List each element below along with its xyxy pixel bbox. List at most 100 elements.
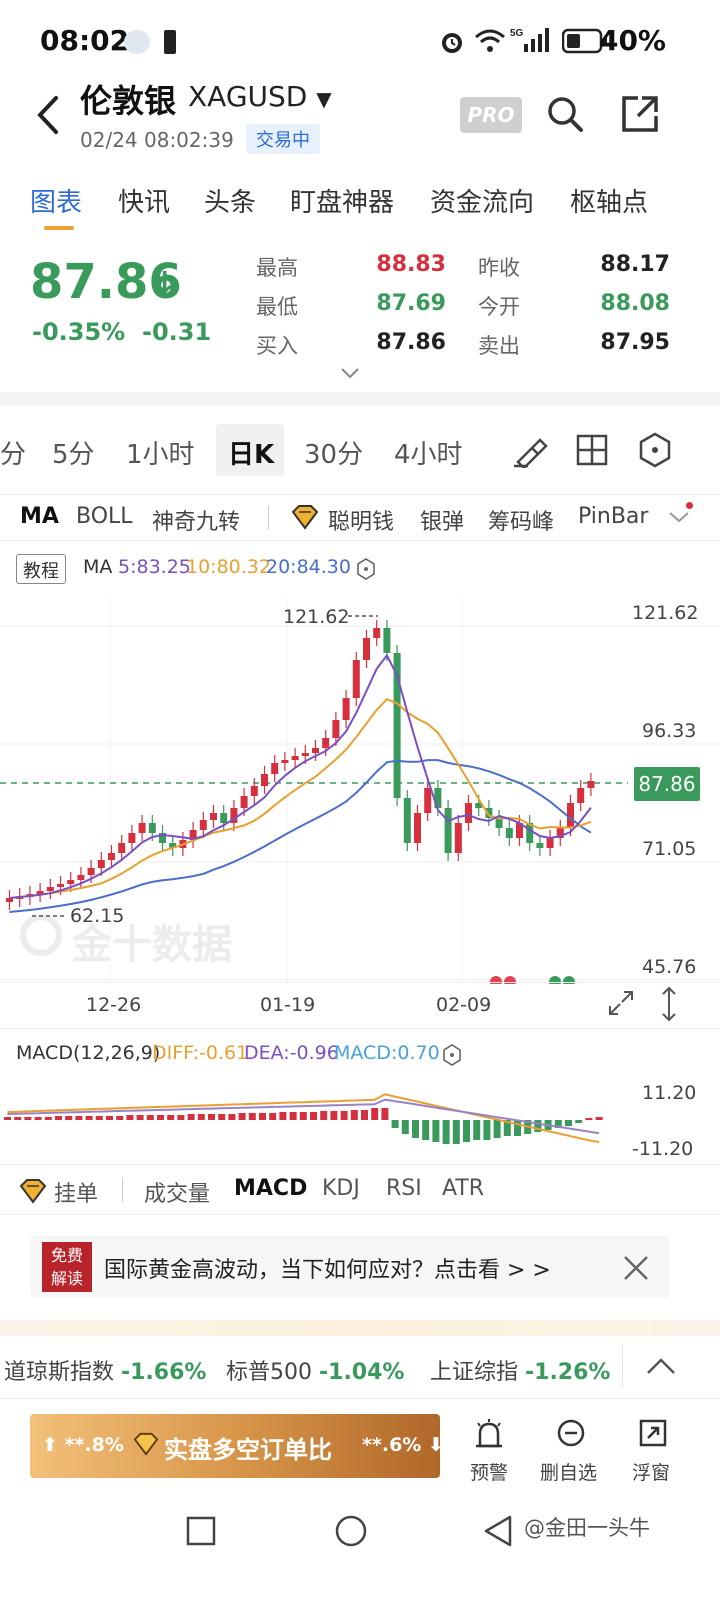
macd-bar	[228, 1114, 236, 1120]
indicator-silver-bullet[interactable]: 银弹	[420, 510, 465, 535]
indicator-magic-nine[interactable]: 神奇九转	[152, 510, 241, 535]
period-4hour[interactable]: 4小时	[394, 440, 463, 470]
pro-button[interactable]: PRO	[460, 97, 522, 133]
macd-bar	[146, 1115, 154, 1120]
tab-atr[interactable]: ATR	[442, 1176, 485, 1201]
draw-tool-icon[interactable]	[512, 432, 548, 468]
notification-dot	[686, 502, 693, 509]
expand-chevron-icon[interactable]	[340, 366, 360, 380]
tab-capital-flow[interactable]: 资金流向	[430, 188, 535, 218]
macd-bar	[44, 1117, 52, 1120]
macd-bar	[218, 1114, 226, 1120]
chevron-up-icon[interactable]	[646, 1356, 676, 1376]
macd-bar	[95, 1116, 103, 1120]
home-icon[interactable]	[334, 1514, 368, 1548]
remove-watchlist-icon[interactable]	[556, 1418, 586, 1448]
period-daily[interactable]: 日K	[228, 440, 275, 470]
tab-orders[interactable]: 挂单	[54, 1182, 99, 1207]
close-icon[interactable]	[622, 1254, 650, 1282]
tab-headlines[interactable]: 头条	[204, 188, 257, 218]
indicator-ma[interactable]: MA	[20, 504, 59, 529]
order-ratio-button[interactable]	[30, 1414, 440, 1478]
candle	[261, 774, 268, 786]
macd-bar	[279, 1112, 287, 1120]
tab-macd[interactable]: MACD	[234, 1176, 308, 1201]
candlestick-chart[interactable]	[0, 598, 720, 984]
tab-pivot[interactable]: 枢轴点	[570, 188, 649, 218]
tab-volume[interactable]: 成交量	[144, 1182, 211, 1207]
symbol-selector[interactable]: XAGUSD ▼	[188, 80, 332, 113]
ticker-item[interactable]: 上证综指 -1.26%	[430, 1354, 610, 1386]
period-1hour[interactable]: 1小时	[126, 440, 195, 470]
fullscreen-icon[interactable]	[606, 988, 636, 1018]
candle	[312, 748, 319, 753]
divider	[0, 1214, 720, 1215]
ad-banner[interactable]	[30, 1236, 670, 1298]
macd-dea: DEA:-0.96	[244, 1042, 339, 1064]
period-30min[interactable]: 30分	[304, 440, 364, 470]
recents-icon[interactable]	[186, 1516, 216, 1546]
diamond-icon	[291, 505, 319, 530]
macd-bar	[340, 1111, 348, 1120]
back-nav-icon[interactable]	[482, 1514, 514, 1548]
back-arrow-icon[interactable]	[30, 92, 70, 138]
vertical-scale-icon[interactable]	[658, 986, 680, 1022]
macd-bar	[24, 1117, 32, 1120]
settings-hex-icon[interactable]	[638, 432, 672, 468]
tab-chart[interactable]: 图表	[30, 188, 83, 218]
candle	[77, 875, 85, 880]
macd-bar	[452, 1120, 460, 1144]
macd-bar	[259, 1113, 266, 1120]
candle	[332, 720, 340, 738]
layout-grid-icon[interactable]	[576, 434, 608, 466]
prev-close-label: 昨收	[478, 256, 520, 280]
diamond-icon	[19, 1179, 47, 1204]
separator	[122, 1178, 123, 1202]
tab-rsi[interactable]: RSI	[386, 1176, 422, 1201]
tab-flash[interactable]: 快讯	[118, 188, 171, 218]
indicator-boll[interactable]: BOLL	[76, 504, 133, 529]
tab-kdj[interactable]: KDJ	[322, 1176, 360, 1201]
indicator-pinbar[interactable]: PinBar	[578, 504, 649, 529]
candle	[505, 828, 513, 838]
candle	[250, 786, 258, 796]
macd-bar	[514, 1120, 521, 1136]
macd-bar	[157, 1115, 164, 1120]
macd-settings-icon[interactable]	[442, 1044, 462, 1066]
share-icon[interactable]	[620, 94, 660, 134]
float-window-icon[interactable]	[638, 1418, 668, 1448]
indicator-smart-money[interactable]: 聪明钱	[328, 510, 395, 535]
candle	[516, 823, 523, 838]
macd-bar	[412, 1120, 419, 1138]
macd-bar	[238, 1113, 246, 1120]
candle	[495, 818, 503, 828]
ticker-item[interactable]: 道琼斯指数 -1.66%	[4, 1354, 206, 1386]
remove-watchlist-label[interactable]: 删自选	[540, 1462, 598, 1484]
period-minute[interactable]: 分	[0, 440, 27, 470]
bid-value: 87.86	[376, 330, 446, 355]
footer-watermark: @金田一头牛	[524, 1516, 650, 1540]
macd-bar	[442, 1120, 450, 1144]
ad-text[interactable]: 国际黄金高波动，当下如何应对？点击看 > >	[104, 1258, 551, 1283]
candle	[363, 638, 370, 660]
float-window-label[interactable]: 浮窗	[632, 1462, 671, 1484]
period-5min[interactable]: 5分	[52, 440, 95, 470]
tutorial-button[interactable]: 教程	[16, 554, 66, 584]
macd-bar	[106, 1116, 113, 1120]
macd-chart[interactable]	[0, 1070, 620, 1160]
ticker-item[interactable]: 标普500 -1.04%	[226, 1354, 404, 1386]
alert-label[interactable]: 预警	[470, 1462, 509, 1484]
macd-bar	[269, 1113, 277, 1120]
svg-text:5G: 5G	[510, 28, 524, 39]
ma-settings-icon[interactable]	[356, 558, 376, 580]
tab-monitor[interactable]: 盯盘神器	[290, 188, 395, 218]
macd-bar	[585, 1118, 593, 1120]
axis-label-3: 71.05	[642, 838, 697, 860]
candle	[189, 830, 197, 840]
more-chevron-icon[interactable]	[668, 510, 690, 524]
search-icon[interactable]	[545, 94, 585, 134]
alarm-bell-icon[interactable]	[474, 1418, 504, 1450]
separator	[622, 1344, 623, 1388]
indicator-chip-peak[interactable]: 筹码峰	[488, 510, 555, 535]
macd-bar	[503, 1120, 511, 1136]
